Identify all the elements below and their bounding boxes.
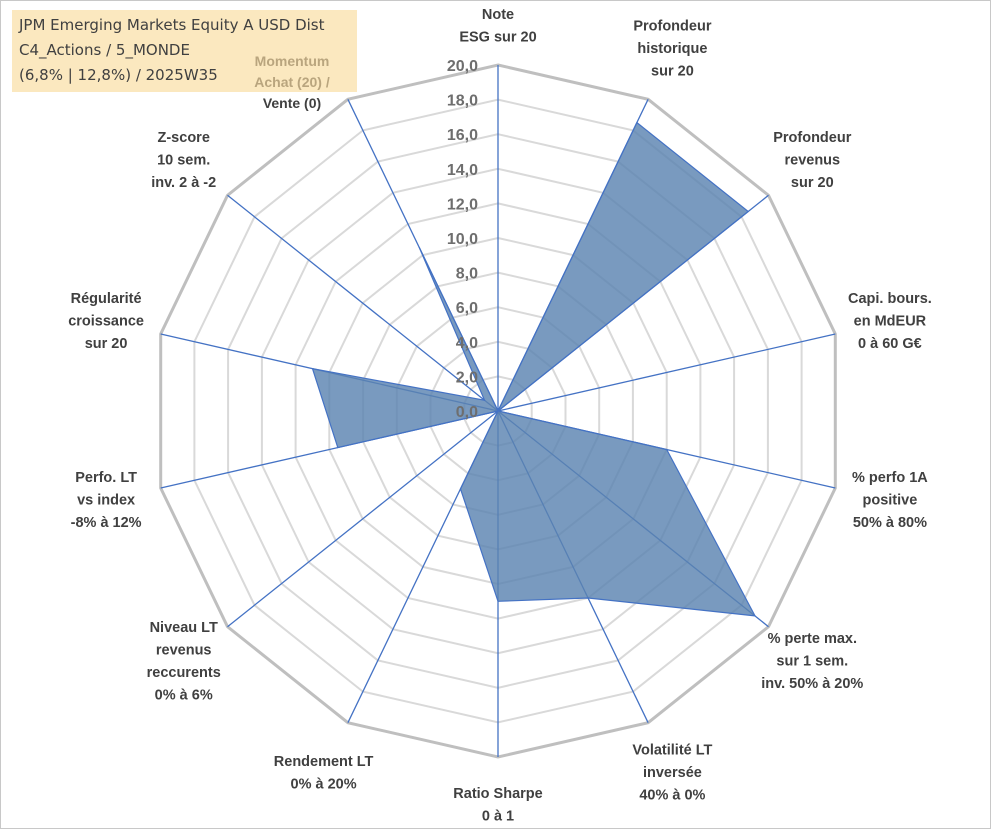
axis-label-line: inv. 2 à -2	[151, 175, 216, 191]
axis-label: Niveau LT revenus reccurents 0% à 6%	[147, 620, 221, 704]
series-layer	[311, 121, 757, 617]
axis-label-line: positive	[863, 493, 918, 509]
chart-title-line-2: C4_Actions / 5_MONDE	[19, 41, 190, 59]
axis-label-line: 50% à 80%	[853, 515, 927, 531]
axis-label-line: 40% à 0%	[639, 788, 705, 804]
axis-label-line: ESG sur 20	[459, 30, 536, 46]
axis-label-line: revenus	[156, 642, 212, 658]
axis-label-line: 10 sem.	[157, 152, 210, 168]
axis-label-line: Rendement LT	[274, 754, 374, 770]
axis-label-line: Ratio Sharpe	[453, 786, 542, 802]
tick-label: 2,0	[456, 369, 478, 386]
axis-label: % perte max. sur 1 sem. inv. 50% à 20%	[761, 631, 863, 692]
axis-label-line: sur 1 sem.	[776, 654, 848, 670]
tick-label: 20,0	[447, 58, 478, 75]
axis-label: Profondeur historique sur 20	[633, 18, 711, 79]
axis-spoke	[497, 333, 836, 412]
axis-label: Z-score 10 sem. inv. 2 à -2	[151, 130, 216, 191]
axis-labels: Note ESG sur 20 Profondeur historique sur 20…	[68, 7, 932, 825]
axis-label-line: inversée	[643, 765, 702, 781]
tick-label: 14,0	[447, 162, 478, 179]
axis-label-momentum-line-1: Momentum	[254, 53, 330, 69]
tick-label: 8,0	[456, 266, 478, 283]
axis-label-line: Profondeur	[633, 18, 711, 34]
axis-label-line: historique	[637, 41, 707, 57]
axis-label: Capi. bours. en MdEUR 0 à 60 G€	[848, 291, 932, 352]
chart-title-line-1: JPM Emerging Markets Equity A USD Dist	[19, 16, 325, 34]
axis-label-line: Z-score	[158, 130, 210, 146]
axis-label-line: Note	[482, 7, 514, 23]
axis-label-line: 0% à 20%	[291, 776, 357, 792]
axis-label-line: 0 à 1	[482, 809, 514, 825]
axis-label: Perfo. LT vs index -8% à 12%	[71, 470, 142, 531]
axis-label: % perfo 1A positive 50% à 80%	[852, 470, 928, 531]
axis-label-line: Régularité	[71, 291, 142, 307]
tick-label: 18,0	[447, 93, 478, 110]
axis-label-line: croissance	[68, 314, 144, 330]
axis-label-momentum-line-2: Achat (20) /	[254, 74, 330, 90]
tick-label: 16,0	[447, 127, 478, 144]
axis-label-line: % perte max.	[768, 631, 857, 647]
tick-label: 0,0	[456, 404, 478, 421]
axis-label: Ratio Sharpe 0 à 1	[453, 786, 542, 825]
axis-label-line: inv. 50% à 20%	[761, 676, 863, 692]
axis-label-line: 0 à 60 G€	[858, 336, 922, 352]
axis-spoke	[227, 410, 499, 628]
axis-label-line: % perfo 1A	[852, 470, 928, 486]
axis-label-line: 0% à 6%	[155, 687, 213, 703]
axis-label-line: Profondeur	[773, 130, 851, 146]
chart-title-box: JPM Emerging Markets Equity A USD Dist C…	[12, 10, 357, 92]
axis-label: Note ESG sur 20	[459, 7, 536, 46]
axis-label-line: Capi. bours.	[848, 291, 932, 307]
axis-label: Volatilité LT inversée 40% à 0%	[632, 743, 712, 804]
axis-label-line: reccurents	[147, 665, 221, 681]
series-area	[311, 121, 757, 617]
axis-label-line: sur 20	[791, 175, 834, 191]
tick-label: 10,0	[447, 231, 478, 248]
axis-label-line: sur 20	[85, 336, 128, 352]
axis-label-line: en MdEUR	[854, 314, 927, 330]
tick-label: 6,0	[456, 300, 478, 317]
axis-label-line: Perfo. LT	[75, 470, 137, 486]
tick-label: 12,0	[447, 196, 478, 213]
chart-title-line-3: (6,8% | 12,8%) / 2025W35	[19, 66, 218, 84]
axis-label-line: sur 20	[651, 63, 694, 79]
axis-label-line: Volatilité LT	[632, 743, 712, 759]
axis-label-line: revenus	[784, 152, 840, 168]
axis-label-line: Niveau LT	[150, 620, 218, 636]
axis-label: Rendement LT 0% à 20%	[274, 754, 374, 793]
tick-labels: 0,0 2,0 4,0 6,0 8,0 10,0 12,0 14,0 16,0 18,0 20,0	[447, 58, 478, 421]
axis-label: Profondeur revenus sur 20	[773, 130, 851, 191]
axis-label-line: -8% à 12%	[71, 515, 142, 531]
axis-label: Régularité croissance sur 20	[68, 291, 144, 352]
tick-label: 4,0	[456, 335, 478, 352]
axis-label-momentum-line-3: Vente (0)	[262, 95, 322, 111]
axis-label-line: vs index	[77, 493, 135, 509]
axis-label-momentum: Momentum Achat (20) / Vente (0)	[237, 51, 347, 114]
axis-spoke	[227, 194, 499, 412]
